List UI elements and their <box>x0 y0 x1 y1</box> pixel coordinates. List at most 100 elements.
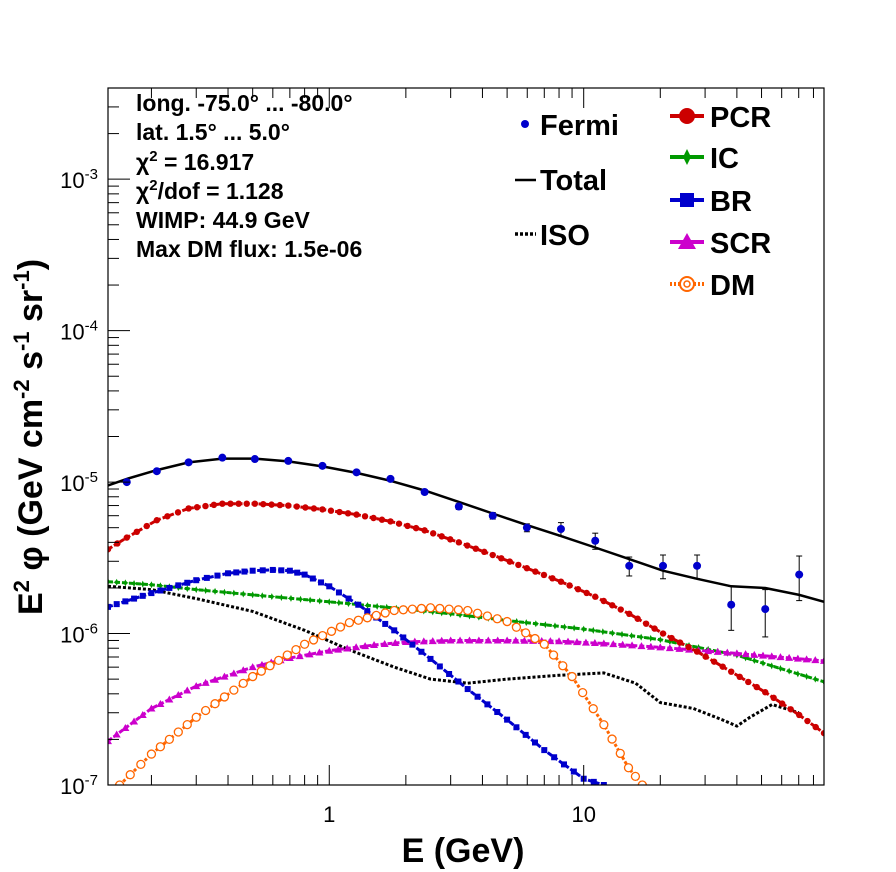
series-pcr-point <box>370 514 377 522</box>
series-br-point <box>122 598 129 605</box>
series-br-point <box>294 569 301 576</box>
series-scr-point <box>419 637 428 645</box>
series-br-point <box>214 572 221 579</box>
series-br-point <box>225 570 232 577</box>
series-scr-point <box>361 642 370 650</box>
series-ic-point <box>277 593 285 601</box>
legend-ic-marker <box>678 149 696 165</box>
series-dm-point <box>326 626 337 636</box>
series-ic-point <box>297 595 305 603</box>
fermi-point <box>625 561 634 570</box>
fermi-point <box>318 461 327 470</box>
fit-info: long. -75.0° ... -80.0° lat. 1.5° ... 5.… <box>136 90 362 262</box>
series-pcr-point <box>185 505 192 512</box>
series-br-point <box>570 768 577 775</box>
series-ic-point <box>447 610 455 618</box>
info-longitude: long. -75.0° ... -80.0° <box>136 90 353 116</box>
series-pcr-point <box>210 501 218 509</box>
series-pcr-point <box>472 545 479 552</box>
series-ic-point <box>230 589 238 597</box>
series-ic-point <box>647 634 655 642</box>
series-scr-point <box>211 675 220 683</box>
series-scr-point <box>820 656 824 664</box>
series-ic-point <box>211 587 219 595</box>
series-br-point <box>600 782 607 785</box>
series-pcr-point <box>566 582 573 589</box>
series-ic-point <box>183 585 191 593</box>
series-ic-point <box>287 594 295 602</box>
series-pcr-point <box>617 606 624 613</box>
series-br-point <box>108 603 111 610</box>
series-pcr-point <box>387 518 394 525</box>
series-dm-point <box>530 633 540 644</box>
series-br-point <box>436 663 443 670</box>
series-pcr-point <box>685 643 692 651</box>
legend-fermi-marker <box>521 120 529 128</box>
series-pcr-point <box>702 653 709 660</box>
series-pcr-point <box>804 717 811 725</box>
series-scr-point <box>759 651 768 659</box>
series-dm-point <box>482 611 493 621</box>
legend-br-marker <box>680 193 694 207</box>
series-dm-point <box>558 661 568 671</box>
series-dm-point <box>256 666 266 676</box>
series-scr-point <box>401 637 410 645</box>
series-scr-point <box>520 636 529 644</box>
series-dm-point <box>191 712 201 722</box>
series-pcr-point <box>455 539 463 546</box>
legend-pcr-marker <box>679 108 695 124</box>
series-scr <box>108 636 824 745</box>
series-ic-point <box>637 633 645 641</box>
series-ic-point <box>794 670 802 678</box>
series-pcr-point <box>344 510 352 517</box>
series-scr-point <box>732 649 741 657</box>
series-scr-point <box>220 672 229 680</box>
series-pcr-point <box>421 527 428 534</box>
x-tick-label-10: 10 <box>571 802 595 827</box>
series-ic-point <box>139 580 147 588</box>
series-pcr-point <box>108 546 112 553</box>
series-pcr-point <box>153 517 161 524</box>
series-dm-point <box>492 614 502 624</box>
legend-scr-label: SCR <box>710 228 771 260</box>
series-br-point <box>345 595 352 602</box>
fermi-point <box>386 474 395 483</box>
series-ic-point <box>383 603 391 611</box>
series-pcr-point <box>583 589 590 597</box>
y-tick-label: 10-3 <box>60 166 98 193</box>
series-ic-point <box>335 599 343 607</box>
series-layer <box>108 457 824 785</box>
series-pcr-point <box>174 509 182 516</box>
series-pcr-point <box>123 534 130 541</box>
series-br-point <box>541 747 548 754</box>
series-pcr-point <box>762 688 769 696</box>
series-br-point <box>131 595 138 602</box>
series-pcr-point <box>336 508 343 516</box>
series-br-point <box>409 641 416 648</box>
series-br-point <box>193 577 200 584</box>
series-pcr-point <box>634 615 641 622</box>
series-pcr-point <box>235 500 242 507</box>
series-pcr-point <box>268 501 275 508</box>
series-ic-point <box>192 586 200 594</box>
series-pcr-point <box>276 501 284 509</box>
fermi-points <box>122 453 804 638</box>
series-dm-point <box>308 635 319 645</box>
series-scr-point <box>723 648 732 656</box>
series-dm-point <box>353 615 364 625</box>
series-scr-point <box>112 730 121 738</box>
series-dm-point <box>435 603 445 614</box>
series-br-point <box>335 589 342 596</box>
series-br-point <box>148 590 155 597</box>
info-max-dm: Max DM flux: 1.5e-06 <box>136 236 362 262</box>
series-pcr-point <box>412 524 420 532</box>
series-br-point <box>504 716 511 723</box>
series-dm-point <box>291 644 301 655</box>
series-scr-point <box>380 639 389 647</box>
series-dm-point <box>282 650 292 660</box>
series-pcr-point <box>395 520 403 527</box>
series-pcr-point <box>820 729 824 737</box>
series-ic-point <box>768 662 776 670</box>
series-dm-point <box>362 613 372 623</box>
